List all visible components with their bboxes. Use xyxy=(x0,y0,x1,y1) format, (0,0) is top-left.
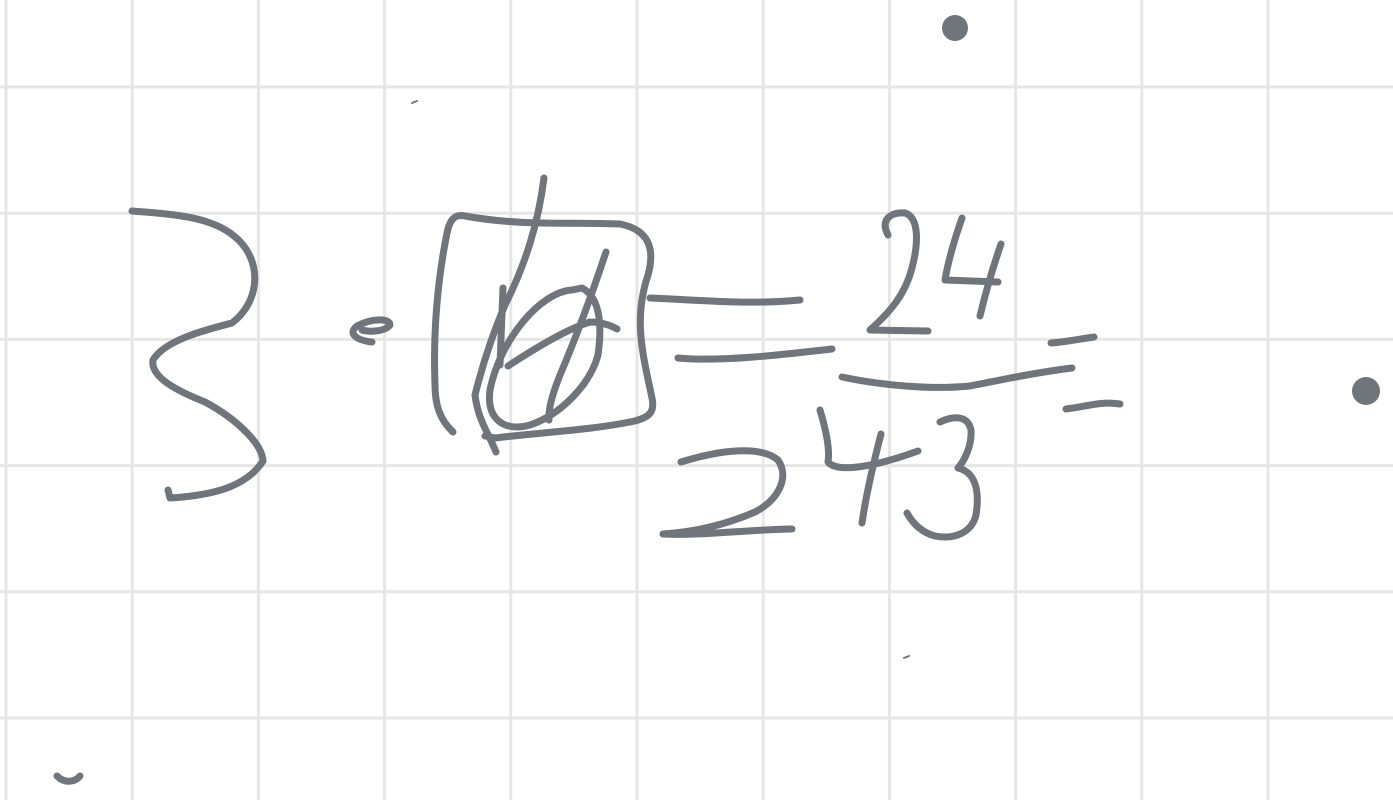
stroke-equals-top xyxy=(646,294,804,306)
stroke-digit-4-stem xyxy=(976,240,1005,320)
stroke-fraction-bar xyxy=(838,364,1076,391)
stroke-digit-4-numerator xyxy=(941,214,1002,286)
stroke-zero-loop xyxy=(486,284,604,431)
stroke-trailing-equals-bottom xyxy=(1062,399,1124,413)
stroke-digit-2-denominator xyxy=(659,447,796,538)
stroke-trailing-equals-top xyxy=(1047,333,1098,347)
stroke-equals-bottom xyxy=(674,345,836,363)
stroke-multiplication-dot xyxy=(349,316,394,346)
stroke-tiny-mark-top xyxy=(411,100,418,104)
dot-right xyxy=(1352,377,1380,405)
stroke-slash-long xyxy=(471,174,548,456)
stroke-digit-2-numerator xyxy=(866,209,932,335)
stroke-digit-4-denominator xyxy=(816,406,922,472)
stroke-digit-3 xyxy=(128,207,267,502)
dot-top xyxy=(942,15,968,41)
stroke-digit-4-denominator-stem xyxy=(858,430,885,527)
stroke-cross-bar xyxy=(504,318,621,370)
handwriting xyxy=(53,15,1380,785)
stroke-digit-3-denominator xyxy=(903,414,981,541)
stroke-partial-mark-bottom-left xyxy=(53,772,84,785)
stroke-box-outline xyxy=(431,212,657,442)
stroke-tiny-mark-bottom xyxy=(903,655,910,659)
stroke-inner-tick xyxy=(496,284,507,369)
stroke-slash-short xyxy=(545,248,610,424)
